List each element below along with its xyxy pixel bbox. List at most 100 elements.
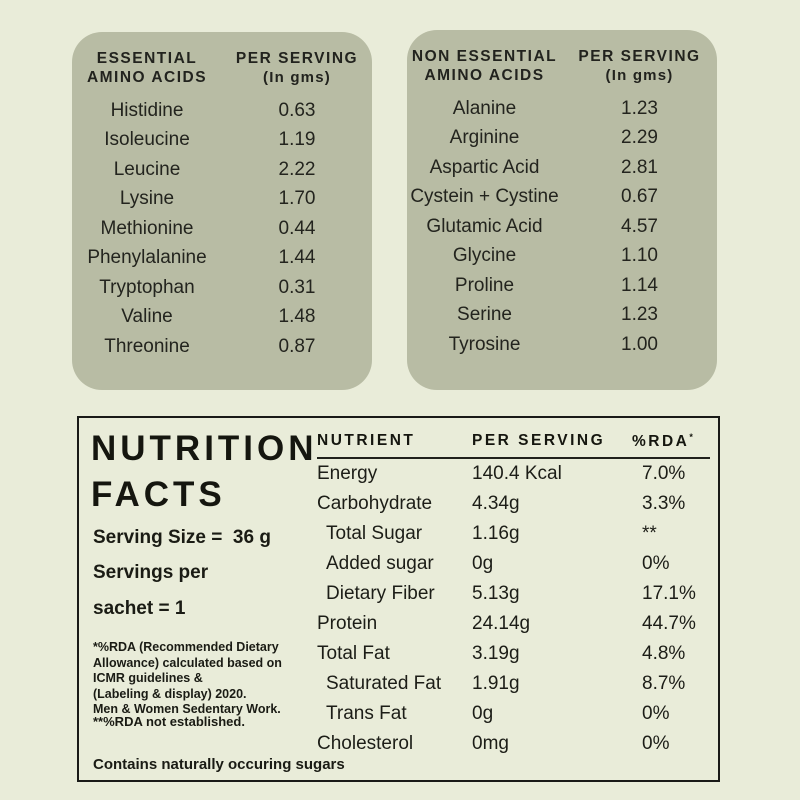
table-row: Serine 1.23	[407, 301, 717, 331]
table-row: Threonine 0.87	[72, 332, 372, 362]
amino-value: 1.19	[278, 129, 316, 151]
nutrient-rda: 3.3%	[642, 493, 686, 515]
amino-value: 2.81	[621, 156, 658, 178]
nutrient-value: 1.91g	[472, 673, 520, 695]
amino-value: 0.67	[621, 186, 658, 208]
table-row: Arginine 2.29	[407, 124, 717, 154]
table-row: Carbohydrate 4.34g 3.3%	[317, 489, 710, 519]
amino-name: Arginine	[449, 127, 520, 149]
table-row: Trans Fat 0g 0%	[317, 699, 710, 729]
amino-value: 1.14	[621, 274, 658, 296]
nutrient-value: 0mg	[472, 733, 509, 755]
table-row: Cystein + Cystine 0.67	[407, 183, 717, 213]
amino-value: 1.48	[278, 306, 316, 328]
table-row: Isoleucine 1.19	[72, 126, 372, 156]
nutrient-rda: 7.0%	[642, 463, 686, 485]
rda-not-established-note: **%RDA not established.	[93, 714, 245, 729]
table-row: Cholesterol 0mg 0%	[317, 729, 710, 759]
amino-name: Alanine	[452, 97, 517, 119]
nutrient-value: 4.34g	[472, 493, 520, 515]
amino-name: Phenylalanine	[87, 247, 207, 269]
nutrient-rda: 0%	[642, 703, 670, 725]
table-row: Total Fat 3.19g 4.8%	[317, 639, 710, 669]
non-essential-header-line1: NON ESSENTIAL	[411, 48, 558, 65]
rda-footnote-line: Allowance) calculated based on	[93, 655, 282, 670]
nutrient-name: Added sugar	[326, 553, 434, 575]
servings-per-text: Servings per	[93, 562, 209, 583]
amino-value: 1.23	[621, 97, 658, 119]
nutrient-value: 0g	[472, 553, 494, 575]
essential-header-line1: ESSENTIAL	[96, 50, 198, 67]
table-row: Methionine 0.44	[72, 214, 372, 244]
nutrient-value: 24.14g	[472, 613, 531, 635]
per-serving-label: PER SERVING	[235, 50, 359, 67]
essential-header-perserving: PER SERVING (In gms)	[222, 49, 372, 87]
in-gms-label: (In gms)	[605, 67, 674, 84]
amino-name: Glutamic Acid	[426, 215, 543, 237]
sachet-text: sachet = 1	[93, 598, 186, 619]
amino-name: Lysine	[119, 188, 175, 210]
rda-footnote: *%RDA (Recommended Dietary Allowance) ca…	[93, 640, 282, 718]
table-row: Tyrosine 1.00	[407, 330, 717, 360]
nutrient-name: Total Sugar	[326, 523, 423, 545]
table-row: Saturated Fat 1.91g 8.7%	[317, 669, 710, 699]
non-essential-amino-acids-table: NON ESSENTIAL AMINO ACIDS PER SERVING (I…	[407, 30, 717, 390]
table-row: Protein 24.14g 44.7%	[317, 609, 710, 639]
amino-name: Aspartic Acid	[429, 156, 540, 178]
nutrient-value: 140.4 Kcal	[472, 463, 562, 485]
table-row: Tryptophan 0.31	[72, 273, 372, 303]
amino-name: Tyrosine	[448, 333, 521, 355]
amino-value: 1.70	[278, 188, 316, 210]
amino-name: Serine	[457, 304, 512, 326]
nutrient-rda: 17.1%	[642, 583, 696, 605]
nutrient-name: Trans Fat	[326, 703, 407, 725]
nutrient-name: Saturated Fat	[326, 673, 442, 695]
nutrient-value: 5.13g	[472, 583, 520, 605]
table-row: Histidine 0.63	[72, 96, 372, 126]
nutrient-name: Cholesterol	[317, 733, 414, 755]
nutrient-value: 0g	[472, 703, 494, 725]
nutrient-rda: 8.7%	[642, 673, 686, 695]
amino-name: Proline	[454, 274, 515, 296]
amino-value: 4.57	[621, 215, 658, 237]
nutrient-rda: 44.7%	[642, 613, 696, 635]
col-header-per-serving: PER SERVING	[472, 432, 606, 449]
table-row: Lysine 1.70	[72, 185, 372, 215]
nutrient-rda: 0%	[642, 733, 670, 755]
table-row: Valine 1.48	[72, 303, 372, 333]
non-essential-header-line2: AMINO ACIDS	[424, 67, 545, 84]
nutrient-name: Total Fat	[317, 643, 390, 665]
nutrition-facts-panel: NUTRITION FACTS Serving Size = 36 g Serv…	[77, 416, 720, 782]
amino-value: 1.23	[621, 304, 658, 326]
nutrient-rda: **	[642, 523, 657, 545]
amino-name: Glycine	[452, 245, 517, 267]
table-row: Aspartic Acid 2.81	[407, 153, 717, 183]
nutrient-name: Dietary Fiber	[326, 583, 435, 605]
amino-name: Leucine	[113, 158, 181, 180]
amino-name: Valine	[121, 306, 173, 328]
table-row: Energy 140.4 Kcal 7.0%	[317, 459, 710, 489]
col-header-nutrient: NUTRIENT	[317, 432, 416, 449]
non-essential-header-title: NON ESSENTIAL AMINO ACIDS	[407, 47, 562, 85]
per-serving-label: PER SERVING	[578, 48, 701, 65]
non-essential-table-header: NON ESSENTIAL AMINO ACIDS PER SERVING (I…	[407, 47, 717, 85]
essential-header-title: ESSENTIAL AMINO ACIDS	[72, 49, 222, 87]
col-header-rda: %RDA*	[632, 432, 693, 451]
amino-value: 0.44	[278, 217, 316, 239]
rda-footnote-line: (Labeling & display) 2020.	[93, 686, 247, 701]
rda-footnote-line: ICMR guidelines &	[93, 671, 203, 685]
rda-asterisk: *	[689, 432, 693, 442]
amino-name: Tryptophan	[99, 276, 195, 298]
amino-value: 1.00	[621, 333, 658, 355]
table-row: Leucine 2.22	[72, 155, 372, 185]
non-essential-header-perserving: PER SERVING (In gms)	[562, 47, 717, 85]
rda-footnote-line: Men & Women Sedentary Work.	[93, 702, 281, 716]
nutrient-value: 1.16g	[472, 523, 520, 545]
essential-header-line2: AMINO ACIDS	[86, 69, 208, 86]
table-row: Glutamic Acid 4.57	[407, 212, 717, 242]
nutrient-name: Protein	[317, 613, 378, 635]
essential-table-header: ESSENTIAL AMINO ACIDS PER SERVING (In gm…	[72, 49, 372, 87]
amino-value: 0.31	[278, 276, 316, 298]
in-gms-label: (In gms)	[263, 69, 331, 86]
amino-name: Isoleucine	[104, 129, 190, 151]
